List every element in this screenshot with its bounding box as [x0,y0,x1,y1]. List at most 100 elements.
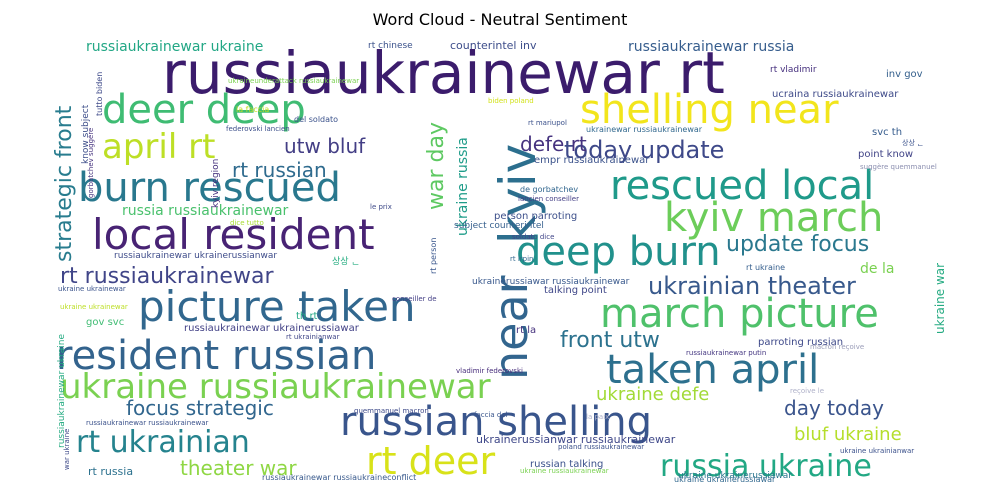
word: ukrainerussianwar russiaukrainewar [476,433,676,446]
word: rt mariupol [528,119,567,127]
word: parroting russian [758,337,844,348]
word: russiaukrainewar rt [162,39,725,107]
word: russian talking [530,459,604,470]
word: rescued local [610,163,875,209]
word: lancien conseiller [518,195,579,203]
word: ukraine russiaukrainewar [60,367,491,407]
word: soldato dice [512,233,555,241]
word: utw bluf [284,134,366,158]
word: ukraine ukrainerussiawar [674,475,776,484]
word: russia russiaukrainewar [122,203,289,219]
word: inv gov [886,69,923,80]
word: conseiller de [392,295,437,303]
word: local resident [92,210,375,259]
word: rt russiaukrainewar [60,264,274,289]
word: de gorbatchev [520,185,579,194]
word: ukraine ukrainewar [60,303,128,311]
word: svc th [872,127,903,138]
word: picture taken [138,282,416,331]
word: dice tutto [230,219,264,227]
word: strategic front [52,105,77,262]
word: counterintel inv [450,39,537,52]
word: reçoive le [790,387,825,395]
word: del soldato [294,115,339,124]
word: th rt [296,311,318,322]
word: quemmanuel macron [354,407,429,415]
word: rt russia [88,465,134,478]
word: rt ukrainianwar [286,333,340,341]
word: suggère quemmanuel [860,163,937,171]
word: rt chinese [368,41,413,51]
word: defe rt [520,132,587,156]
word: russiaukrainewar ukrainerussianwar [114,251,278,261]
word: bluf ukraine [794,424,902,445]
word: 상상 ᆫ [902,139,924,147]
word: update focus [726,232,870,257]
word: russiaukrainewar russiaukraineconflict [262,473,417,482]
word: russiaukrainewar ukraine [57,334,67,448]
word: day today [784,396,885,420]
word: resident russian [56,333,377,379]
word: person parroting [494,211,578,222]
word: point know [858,149,914,160]
word: shelling near [580,87,839,133]
word: ukraine ukrainianwar [840,447,915,455]
word: russiaukrainewar russia [628,39,795,55]
word: deer deep [102,87,306,133]
word: kyiv march [664,195,884,241]
word: empr russiaukrainewar [534,155,650,166]
word: talking point [544,285,607,296]
word: ukrainian theater [648,272,856,300]
word: gorbatchev suggère [87,127,95,198]
word: theater war [180,456,297,480]
word: russian shelling [340,399,653,445]
word: le prix [370,203,392,211]
word: faccia del [474,411,508,419]
word: taken april [606,347,820,393]
word: rt ukrainian [76,425,250,460]
word: rt irpin [510,255,534,263]
word: russiaukrainewar russiaukrainewar [86,419,209,427]
chart-title: Word Cloud - Neutral Sentiment [372,10,628,29]
word: tutto biden [95,71,104,116]
word: russia ukraine [660,449,872,484]
word: biden poland [488,97,534,105]
word: ukraine ukrainerussiawar [678,471,792,481]
word: rt person [429,237,438,274]
word: vladimir federovski [456,367,523,375]
word: de la [860,261,895,277]
word: russiaukrainewar ukraine [86,39,264,55]
word: ukraine russiaukrainewar [520,467,609,475]
word: federovski lancien [226,125,290,133]
word: front utw [560,328,660,353]
word: focus strategic [126,396,274,420]
word: today update [564,136,725,164]
word: ucraina russiaukrainewar [772,89,899,100]
word-cloud: russiaukrainewar rt kyiv near shelling n… [50,38,950,490]
word: la faccia [236,105,270,114]
word: rt deer [366,439,496,483]
word: ukrainerussiawar russiaukrainewar [472,277,630,287]
word: la paix [586,413,610,421]
word: ukrainewar russiaukrainewar [586,125,703,134]
word: war day [424,122,449,210]
word: ukraineunderattack russiaukrainewar [228,77,360,85]
word: rt la [516,325,537,336]
word: rt russian [232,158,327,182]
word: rt vladimir [770,65,817,75]
word: rt ukraine [746,263,786,272]
word: macron reçoive [810,343,865,351]
word: april rt [102,127,216,167]
word: ukraine defe [596,384,710,405]
word: burn rescued [78,165,341,211]
word: gov svc [86,317,125,328]
word: ukraine war [933,262,947,334]
word: subject counterintel [454,221,544,231]
word: kyiv region [211,158,221,208]
word: russiaukrainewar ukrainerussiawar [184,323,359,334]
word: russiaukrainewar putin [686,349,767,357]
word: 상상 ᆫ [332,257,360,267]
word: march picture [600,291,879,337]
word: ukraine ukrainewar [58,285,126,293]
word: deep burn [516,229,721,275]
